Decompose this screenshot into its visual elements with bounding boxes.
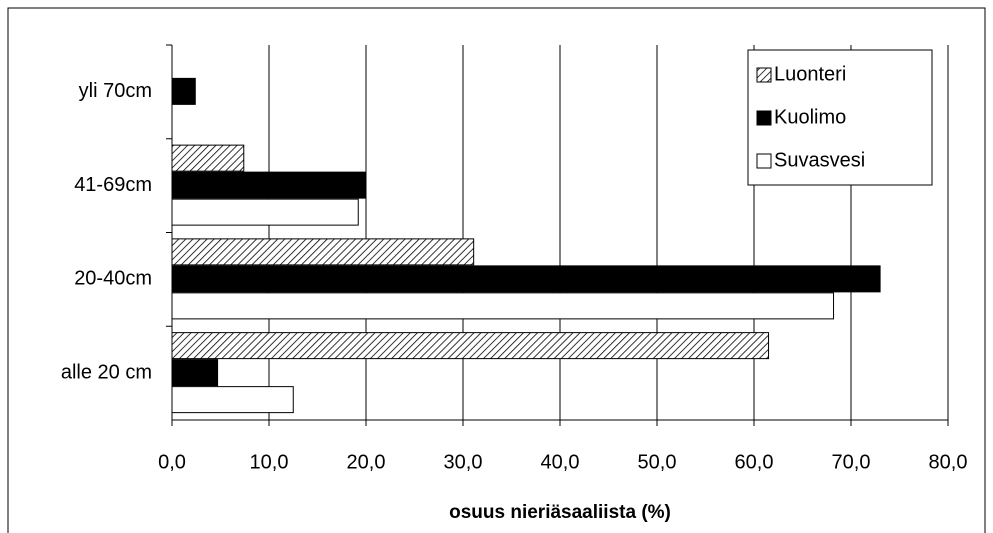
x-tick-label: 0,0 xyxy=(158,451,186,473)
x-tick-label: 70,0 xyxy=(832,451,871,473)
x-tick-label: 80,0 xyxy=(929,451,968,473)
legend-swatch xyxy=(756,67,772,83)
bar xyxy=(171,265,881,293)
legend-swatch xyxy=(756,153,772,169)
x-tick-label: 60,0 xyxy=(735,451,774,473)
y-tick-label: alle 20 cm xyxy=(61,361,152,383)
legend-label: Suvasvesi xyxy=(774,149,865,171)
bar xyxy=(171,359,219,387)
legend-box xyxy=(747,49,933,186)
x-tick-label: 30,0 xyxy=(444,451,483,473)
frame xyxy=(7,7,986,533)
legend-label: Kuolimo xyxy=(774,106,846,128)
x-tick-label: 40,0 xyxy=(541,451,580,473)
bar xyxy=(171,238,475,266)
x-tick-label: 50,0 xyxy=(638,451,677,473)
bar xyxy=(171,332,770,360)
y-tick-label: 41-69cm xyxy=(74,174,152,196)
x-axis-title: osuus nieriäsaaliista (%) xyxy=(449,502,671,523)
bar xyxy=(171,198,359,226)
bar xyxy=(171,171,367,199)
x-tick-label: 20,0 xyxy=(347,451,386,473)
y-tick-label: 20-40cm xyxy=(74,268,152,290)
bar xyxy=(171,77,196,105)
legend-label: Luonteri xyxy=(774,63,846,85)
y-tick-label: yli 70cm xyxy=(79,80,152,102)
bar xyxy=(171,144,245,172)
legend-swatch xyxy=(756,110,772,126)
bar xyxy=(171,386,294,414)
bar xyxy=(171,292,835,320)
x-tick-label: 10,0 xyxy=(250,451,289,473)
